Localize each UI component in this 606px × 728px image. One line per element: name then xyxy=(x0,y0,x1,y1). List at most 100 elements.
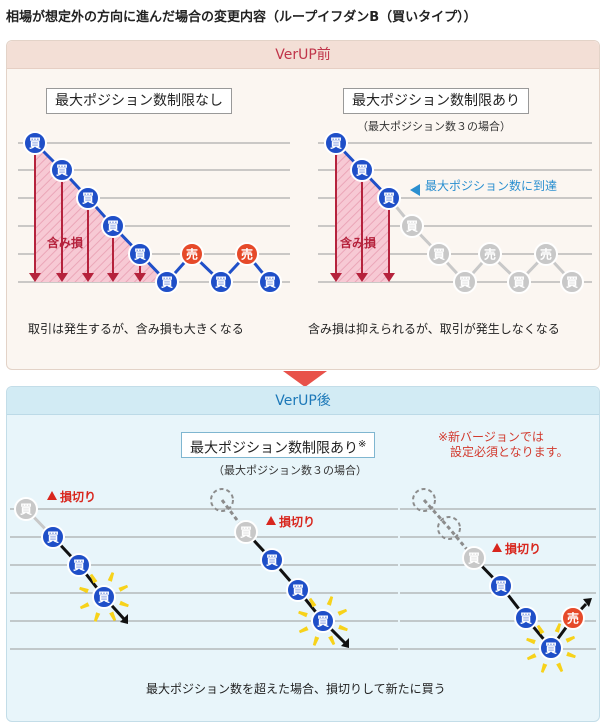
bl-node-9: 売 xyxy=(235,242,259,266)
a1-stoploss-label: 損切り xyxy=(60,489,96,504)
bl-node-3-circle xyxy=(76,186,100,210)
br-node-3: 買 xyxy=(377,186,401,210)
bl-node-4-label: 買 xyxy=(107,220,119,234)
a2-burst-ray xyxy=(308,597,317,608)
a3-ghost-line xyxy=(422,499,476,559)
a2-ghost-1 xyxy=(210,488,234,512)
a2-node-1-circle xyxy=(234,520,258,544)
bl-node-10: 買 xyxy=(258,270,282,294)
a1-node-4-circle xyxy=(92,585,116,609)
br-gray-node-1: 買 xyxy=(400,214,424,238)
bl-node-5: 買 xyxy=(128,242,152,266)
a3-ghost-1-circle xyxy=(412,488,436,512)
a2-node-3: 買 xyxy=(286,578,310,602)
a1-burst-ray xyxy=(107,572,115,582)
before-left-caption: 取引は発生するが、含み損も大きくなる xyxy=(28,322,244,336)
br-gray-node-6-label: 売 xyxy=(540,247,552,262)
a3-node-4: 買 xyxy=(539,636,563,660)
br-gray-node-2-circle xyxy=(427,242,451,266)
br-gray-node-6: 売 xyxy=(534,242,558,266)
before-right-label: 最大ポジション数制限あり xyxy=(343,88,529,114)
a3-node-3-circle xyxy=(514,606,538,630)
br-reached-marker xyxy=(410,184,420,196)
bl-loss-arrow-1-head xyxy=(29,273,41,282)
bl-loss-arrow-2-head xyxy=(56,273,68,282)
a3-node-2-circle xyxy=(489,574,513,598)
a1-node-2-circle xyxy=(41,525,65,549)
br-gray-node-3-label: 買 xyxy=(459,276,471,290)
a1-node-1-circle xyxy=(14,497,38,521)
a3-burst-ray xyxy=(526,637,536,645)
before-left-label: 最大ポジション数制限なし xyxy=(46,88,232,114)
br-gray-node-5-label: 買 xyxy=(513,276,525,290)
a3-burst-ray xyxy=(526,653,537,661)
a2-ghost-1-circle xyxy=(210,488,234,512)
a2-node-2-label: 買 xyxy=(266,554,278,568)
bl-node-6-circle xyxy=(155,270,179,294)
br-gray-node-2-label: 買 xyxy=(433,248,445,262)
a1-burst-ray xyxy=(89,573,98,584)
a2-burst xyxy=(298,596,348,646)
a1-node-3-circle xyxy=(67,553,91,577)
br-gray-node-6-circle xyxy=(534,242,558,266)
a2-burst-ray xyxy=(326,596,334,606)
transition-arrow xyxy=(283,371,327,387)
br-gray-node-4-circle xyxy=(478,242,502,266)
a1-node-4: 買 xyxy=(92,585,116,609)
bl-node-7-circle xyxy=(180,242,204,266)
a3-burst-ray xyxy=(540,663,548,673)
br-node-2-circle xyxy=(350,158,374,182)
a1-node-3-label: 買 xyxy=(73,559,85,573)
br-node-3-circle xyxy=(377,186,401,210)
a1-burst-ray xyxy=(79,602,90,610)
bl-node-7: 売 xyxy=(180,242,204,266)
a2-node-4-circle xyxy=(311,609,335,633)
bl-node-3: 買 xyxy=(76,186,100,210)
a3-node-1-circle xyxy=(462,546,486,570)
br-gray-node-4: 売 xyxy=(478,242,502,266)
a3-node-2: 買 xyxy=(489,574,513,598)
page-heading: 相場が想定外の方向に進んだ場合の変更内容（ループイフダンB（買いタイプ）） xyxy=(6,10,477,25)
a2-burst-ray xyxy=(312,636,320,646)
a3-arrowhead xyxy=(583,598,592,607)
a3-burst-ray xyxy=(566,651,576,659)
bl-node-10-circle xyxy=(258,270,282,294)
br-gray-node-2: 買 xyxy=(427,242,451,266)
br-node-1-label: 買 xyxy=(330,137,342,151)
bl-node-6: 買 xyxy=(155,270,179,294)
a2-node-2-circle xyxy=(260,548,284,572)
a3-burst xyxy=(526,623,576,673)
br-gray-node-7-label: 買 xyxy=(566,276,578,290)
a2-node-2: 買 xyxy=(260,548,284,572)
a3-node-3-label: 買 xyxy=(520,612,532,626)
a2-stoploss-label: 損切り xyxy=(279,514,315,529)
br-gray-node-7: 買 xyxy=(560,270,584,294)
br-node-2-label: 買 xyxy=(356,164,368,178)
a3-node-5-label: 売 xyxy=(567,611,579,626)
a3-burst-ray xyxy=(536,624,545,635)
a1-node-2-label: 買 xyxy=(47,531,59,545)
a1-node-3: 買 xyxy=(67,553,91,577)
a2-node-1: 買 xyxy=(234,520,258,544)
bl-node-2-circle xyxy=(50,158,74,182)
bl-node-8-label: 買 xyxy=(215,276,227,290)
a1-node-1: 買 xyxy=(14,497,38,521)
bl-loss-arrow-5-head xyxy=(134,273,146,282)
a1-node-2: 買 xyxy=(41,525,65,549)
a2-burst-ray xyxy=(298,626,309,634)
a1-burst-ray xyxy=(109,611,117,622)
br-loss-label: 含み損 xyxy=(340,235,377,250)
a2-node-1-label: 買 xyxy=(240,526,252,540)
bl-node-9-circle xyxy=(235,242,259,266)
br-gray-node-1-label: 買 xyxy=(406,220,418,234)
a3-burst-ray xyxy=(556,662,564,673)
after-label-text: 最大ポジション数制限あり xyxy=(190,440,358,457)
br-node-1: 買 xyxy=(324,131,348,155)
br-loss-arrow-3-head xyxy=(383,273,395,282)
a2-node-4: 買 xyxy=(311,609,335,633)
a3-node-4-label: 買 xyxy=(545,642,557,656)
a2-stoploss-triangle xyxy=(266,516,276,525)
before-panel-title: VerUP前 xyxy=(7,41,599,69)
a1-burst-ray xyxy=(79,586,89,594)
